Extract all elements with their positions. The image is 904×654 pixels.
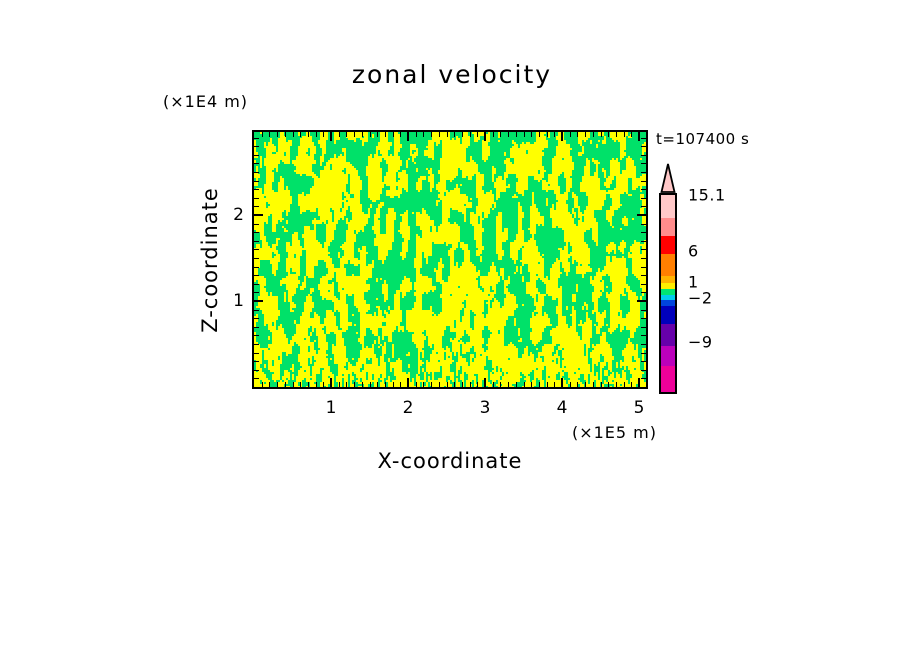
y-axis-unit: (×1E4 m) (163, 92, 249, 111)
x-axis-unit: (×1E5 m) (571, 423, 657, 442)
colorbar-tick-label: 6 (688, 241, 699, 261)
colorbar-band (661, 195, 675, 218)
colorbar-labels: 15.1 6 1 −2 −9 (688, 186, 758, 395)
colorbar-band (661, 276, 675, 283)
colorbar-band (661, 366, 675, 392)
colorbar-band (661, 346, 675, 366)
x-tick-label: 1 (325, 398, 337, 418)
colorbar-band (661, 300, 675, 306)
colorbar-tick-label: −2 (688, 288, 713, 308)
time-label: t=107400 s (656, 130, 750, 148)
colorbar-tick-label: 1 (688, 272, 699, 292)
colorbar-tick-label: −9 (688, 332, 713, 352)
colorbar-band (661, 254, 675, 276)
x-tick-label: 2 (402, 398, 414, 418)
colorbar-band (661, 306, 675, 324)
chart-title: zonal velocity (351, 60, 553, 89)
colorbar-band (661, 236, 675, 254)
y-axis-label-wrap: Z-coordinate (196, 130, 224, 389)
x-tick-label: 4 (556, 398, 568, 418)
colorbar-arrow (660, 163, 676, 193)
colorbar-band (661, 324, 675, 346)
colorbar (659, 193, 677, 394)
y-axis-label: Z-coordinate (198, 186, 222, 333)
colorbar-band (661, 295, 675, 300)
colorbar-tick-label: 15.1 (688, 185, 726, 205)
heatmap-canvas (254, 132, 646, 387)
plot-area (252, 130, 648, 389)
x-axis-label: X-coordinate (377, 449, 523, 473)
x-tick-label: 5 (633, 398, 645, 418)
x-tick-label: 3 (479, 398, 491, 418)
colorbar-band (661, 289, 675, 295)
colorbar-band (661, 283, 675, 289)
colorbar-band (661, 218, 675, 236)
